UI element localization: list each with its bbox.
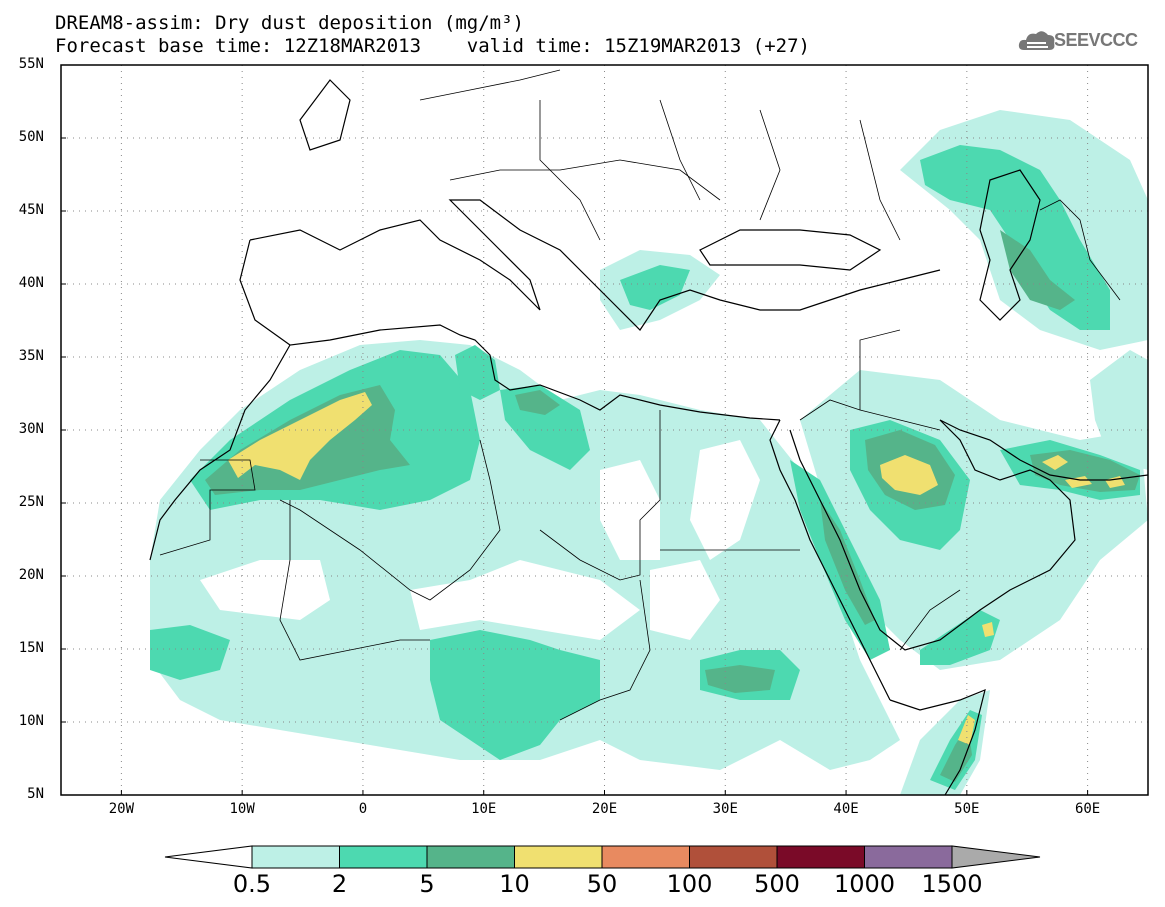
dust-area-caspian-dark (1000, 230, 1075, 310)
colorbar-box (251, 845, 340, 869)
colorbar-label: 1500 (921, 870, 983, 898)
coastlines (149, 79, 1148, 795)
colorbar-box (339, 845, 428, 869)
colorbar-box (601, 845, 690, 869)
coastline-black-sea (699, 229, 882, 271)
coastline-persian-gulf (939, 419, 1148, 481)
lon-label: 60E (1074, 801, 1101, 817)
colorbar-label: 10 (499, 870, 530, 898)
lat-label: 15N (18, 640, 44, 656)
lon-label: 10E (471, 801, 497, 817)
dust-area-yemen-yellow (982, 622, 994, 637)
logo-text: SEEVCCC (1054, 30, 1138, 50)
lat-label: 20N (18, 567, 44, 583)
colorbar-box (514, 845, 603, 869)
colorbar-label: 500 (754, 870, 800, 898)
colorbar-box (689, 845, 778, 869)
lon-label: 20E (591, 801, 618, 817)
colorbar-label: 2 (331, 870, 348, 898)
colorbar-box (776, 845, 865, 869)
country-borders (159, 69, 1121, 721)
dust-area-morocco-yellow (228, 392, 372, 480)
coastline-horn (889, 689, 986, 795)
lat-label: 25N (18, 494, 44, 510)
dust-area-nejd-yellow (880, 455, 938, 495)
lon-label: 40E (833, 801, 859, 817)
dust-area-nigeria-medium (430, 630, 600, 760)
coastline-britain (299, 79, 351, 151)
cloud-logo-icon (1018, 31, 1055, 50)
colorbar-label: 0.5 (232, 870, 272, 898)
lat-label: 45N (18, 202, 44, 218)
dust-area-libya-dark (515, 390, 560, 415)
map-subtitle: Forecast base time: 12Z18MAR2013 valid t… (55, 35, 810, 57)
dust-area-caspian-medium (920, 145, 1110, 330)
lat-label: 35N (18, 348, 44, 364)
lon-label: 30E (712, 801, 738, 817)
coastline-europe (249, 199, 941, 331)
lon-label: 0 (358, 801, 368, 817)
colorbar-label: 100 (666, 870, 713, 898)
dust-area-yemen-medium (920, 610, 1000, 665)
lon-label: 50E (954, 801, 980, 817)
lat-label: 50N (18, 129, 44, 145)
colorbar (164, 845, 1041, 869)
lat-label: 5N (27, 786, 44, 802)
dust-area-aegean-medium (620, 265, 690, 310)
lat-label: 55N (18, 56, 44, 72)
dust-area-iran-light (1090, 350, 1148, 470)
colorbar-box (864, 845, 953, 869)
lat-label: 40N (18, 275, 44, 291)
dust-area-tunisia-medium (455, 345, 500, 400)
colorbar-box (426, 845, 515, 869)
colorbar-label: 5 (419, 870, 435, 898)
colorbar-label: 50 (586, 870, 618, 898)
lat-label: 10N (18, 713, 44, 729)
dust-shading (150, 110, 1148, 795)
colorbar-label: 1000 (833, 870, 896, 898)
dust-area-gulf-yellow-1 (1042, 455, 1068, 470)
coastline-redsea-west (769, 419, 891, 701)
coastline-caspian (979, 169, 1041, 321)
coastline-iberia (239, 239, 291, 346)
dust-area-sudan-dark (705, 665, 775, 693)
coastline-arabia (789, 419, 1076, 651)
lon-label: 10W (229, 801, 255, 817)
dust-area-somalia-yellow (958, 715, 975, 745)
dust-area-westafrica-medium (150, 625, 230, 680)
colorbar-under-triangle (164, 845, 253, 869)
lon-label: 20W (108, 801, 135, 817)
colorbar-over-triangle (951, 845, 1041, 869)
lat-label: 30N (18, 421, 44, 437)
coastline-north-africa (149, 324, 781, 561)
map-title: DREAM8-assim: Dry dust deposition (mg/m³… (55, 12, 524, 34)
